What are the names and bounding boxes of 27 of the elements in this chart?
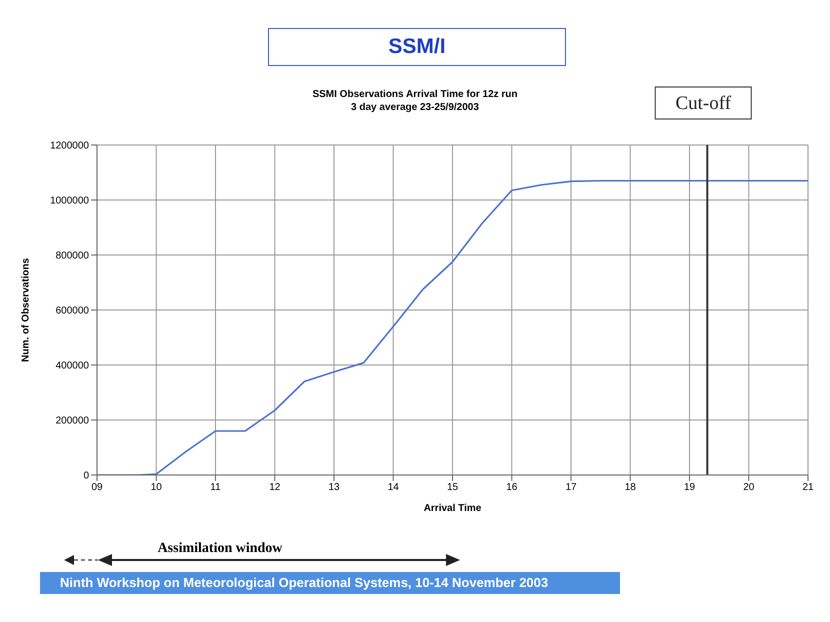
x-tick-label: 20 — [743, 482, 755, 494]
chart-subtitle: SSMI Observations Arrival Time for 12z run 3 day average 23-25/9/2003 — [312, 89, 518, 113]
y-tick-label: 1000000 — [50, 196, 90, 207]
chart-title: SSM/I — [268, 28, 566, 66]
y-tick-label: 1200000 — [50, 140, 90, 152]
x-tick-label: 16 — [506, 482, 518, 494]
y-tick-label: 0 — [83, 470, 90, 482]
ref-line-label: Cut-off — [675, 93, 732, 114]
x-tick-label: 19 — [684, 482, 696, 494]
x-tick-label: 18 — [624, 482, 636, 494]
x-tick-label: 13 — [328, 482, 340, 494]
x-tick-label: 15 — [446, 482, 458, 494]
x-tick-label: 12 — [269, 482, 281, 494]
text: Assimilation window — [156, 541, 284, 557]
x-tick-label: 14 — [388, 482, 400, 494]
text: Ninth Workshop on Meteorological Operational Systems, 10-14 November 2003 — [40, 572, 620, 594]
x-tick-label: 10 — [150, 482, 162, 494]
x-tick-label: 09 — [91, 482, 103, 494]
x-tick-label: 17 — [565, 482, 577, 494]
y-axis-title: Num. of Observations — [20, 258, 32, 362]
x-axis-title: Arrival Time — [424, 503, 482, 514]
y-tick-label: 200000 — [56, 416, 90, 427]
x-tick-label: 21 — [802, 482, 814, 494]
y-tick-label: 800000 — [56, 250, 90, 262]
y-tick-label: 600000 — [56, 306, 90, 317]
x-tick-label: 11 — [210, 482, 222, 494]
y-tick-label: 400000 — [56, 360, 90, 372]
